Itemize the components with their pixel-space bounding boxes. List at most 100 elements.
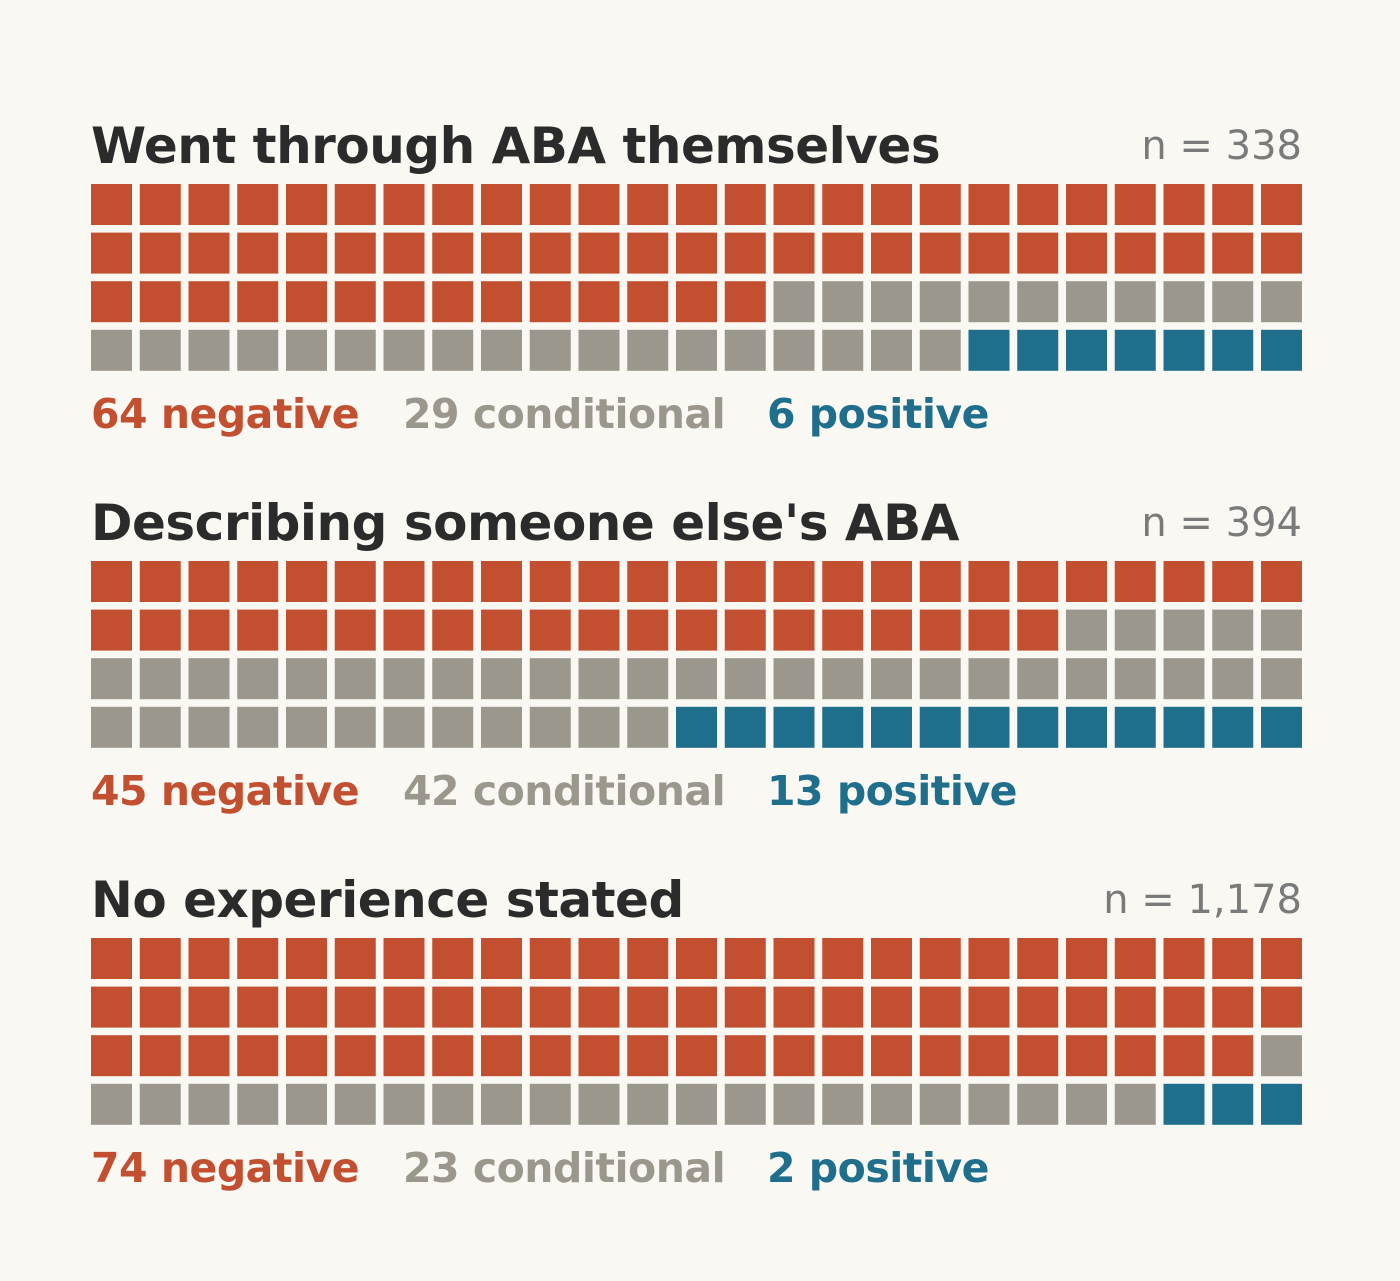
waffle-cell-negative xyxy=(676,232,717,274)
waffle-cell-conditional xyxy=(1261,1035,1302,1077)
waffle-cell-negative xyxy=(919,561,961,602)
waffle-cell-conditional xyxy=(724,658,766,700)
legend-positive: 13 positive xyxy=(767,767,1018,815)
waffle-cell-negative xyxy=(188,232,230,274)
waffle-cell-negative xyxy=(1114,938,1156,979)
waffle-cell-negative xyxy=(1163,184,1205,225)
waffle-cell-negative xyxy=(91,938,132,979)
waffle-cell-positive xyxy=(1066,706,1107,748)
waffle-cell-negative xyxy=(188,184,230,225)
waffle-cell-negative xyxy=(383,609,425,651)
waffle-cell-negative xyxy=(1114,1035,1156,1077)
waffle-cell-conditional xyxy=(822,658,864,700)
waffle-cell-negative xyxy=(724,1035,766,1077)
waffle-cell-negative xyxy=(1163,232,1205,274)
waffle-cell-negative xyxy=(773,986,815,1028)
waffle-cell-negative xyxy=(91,232,132,274)
waffle-cell-conditional xyxy=(1017,658,1059,700)
legend-negative: 45 negative xyxy=(91,767,360,815)
waffle-cell-negative xyxy=(1163,1035,1205,1077)
waffle-cell-conditional xyxy=(529,1083,571,1125)
waffle-cell-positive xyxy=(1212,329,1254,371)
waffle-cell-conditional xyxy=(724,1083,766,1125)
legend-conditional: 29 conditional xyxy=(403,390,726,438)
waffle-cell-negative xyxy=(237,232,279,274)
waffle-cell-negative xyxy=(1114,986,1156,1028)
waffle-cell-negative xyxy=(1212,986,1254,1028)
waffle-cell-negative xyxy=(139,1035,181,1077)
waffle-cell-negative xyxy=(627,184,669,225)
waffle-cell-negative xyxy=(1261,986,1302,1028)
waffle-cell-negative xyxy=(1212,1035,1254,1077)
panel-title: Describing someone else's ABA xyxy=(91,494,959,552)
waffle-cell-conditional xyxy=(91,1083,132,1125)
waffle-cell-negative xyxy=(529,184,571,225)
waffle-cell-conditional xyxy=(968,281,1010,323)
waffle-cell-negative xyxy=(529,986,571,1028)
waffle-cell-negative xyxy=(968,609,1010,651)
waffle-cell-conditional xyxy=(1163,609,1205,651)
waffle-cell-conditional xyxy=(1017,281,1059,323)
waffle-cell-conditional xyxy=(334,329,376,371)
waffle-cell-negative xyxy=(919,1035,961,1077)
legend-negative: 64 negative xyxy=(91,390,360,438)
waffle-cell-positive xyxy=(1261,1083,1302,1125)
waffle-cell-conditional xyxy=(529,329,571,371)
waffle-cell-negative xyxy=(91,986,132,1028)
waffle-cell-conditional xyxy=(286,329,327,371)
waffle-cell-negative xyxy=(1163,938,1205,979)
waffle-cell-conditional xyxy=(822,281,864,323)
waffle-cell-positive xyxy=(871,706,912,748)
sample-size: n = 338 xyxy=(1141,123,1302,169)
waffle-cell-negative xyxy=(968,986,1010,1028)
waffle-cell-negative xyxy=(1163,986,1205,1028)
waffle-cell-positive xyxy=(1261,329,1302,371)
waffle-cell-positive xyxy=(919,706,961,748)
waffle-cell-conditional xyxy=(481,658,522,700)
waffle-cell-conditional xyxy=(919,658,961,700)
waffle-cell-negative xyxy=(676,1035,717,1077)
waffle-cell-negative xyxy=(432,609,474,651)
waffle-cell-negative xyxy=(627,281,669,323)
waffle-cell-negative xyxy=(1163,561,1205,602)
waffle-cell-conditional xyxy=(578,329,620,371)
waffle-cell-negative xyxy=(237,986,279,1028)
waffle-cell-conditional xyxy=(1163,658,1205,700)
sample-size: n = 1,178 xyxy=(1103,877,1302,923)
waffle-cell-positive xyxy=(822,706,864,748)
waffle-cell-negative xyxy=(1261,184,1302,225)
waffle-cell-conditional xyxy=(773,658,815,700)
waffle-cell-negative xyxy=(529,609,571,651)
waffle-cell-conditional xyxy=(1163,281,1205,323)
waffle-cell-negative xyxy=(1261,232,1302,274)
waffle-cell-positive xyxy=(1163,706,1205,748)
sample-size: n = 394 xyxy=(1141,500,1302,546)
waffle-cell-conditional xyxy=(578,1083,620,1125)
waffle-cell-conditional xyxy=(627,1083,669,1125)
waffle-cell-negative xyxy=(383,986,425,1028)
waffle-cell-conditional xyxy=(578,658,620,700)
waffle-cell-positive xyxy=(1163,1083,1205,1125)
waffle-cell-conditional xyxy=(481,706,522,748)
waffle-cell-conditional xyxy=(1114,658,1156,700)
waffle-cell-conditional xyxy=(1114,281,1156,323)
waffle-cell-negative xyxy=(1066,561,1107,602)
legend-conditional: 42 conditional xyxy=(403,767,726,815)
waffle-cell-negative xyxy=(91,184,132,225)
waffle-cell-negative xyxy=(919,232,961,274)
waffle-cell-negative xyxy=(676,561,717,602)
waffle-cell-negative xyxy=(91,281,132,323)
waffle-cell-conditional xyxy=(139,329,181,371)
waffle-cell-negative xyxy=(139,986,181,1028)
waffle-cell-conditional xyxy=(334,706,376,748)
waffle-cell-negative xyxy=(481,1035,522,1077)
waffle-cell-negative xyxy=(237,184,279,225)
waffle-cell-negative xyxy=(1212,938,1254,979)
waffle-cell-conditional xyxy=(1017,1083,1059,1125)
waffle-cell-negative xyxy=(432,561,474,602)
waffle-cell-negative xyxy=(773,609,815,651)
waffle-cell-negative xyxy=(1017,609,1059,651)
waffle-cell-negative xyxy=(578,986,620,1028)
waffle-cell-negative xyxy=(286,609,327,651)
panel-title: Went through ABA themselves xyxy=(91,117,941,175)
